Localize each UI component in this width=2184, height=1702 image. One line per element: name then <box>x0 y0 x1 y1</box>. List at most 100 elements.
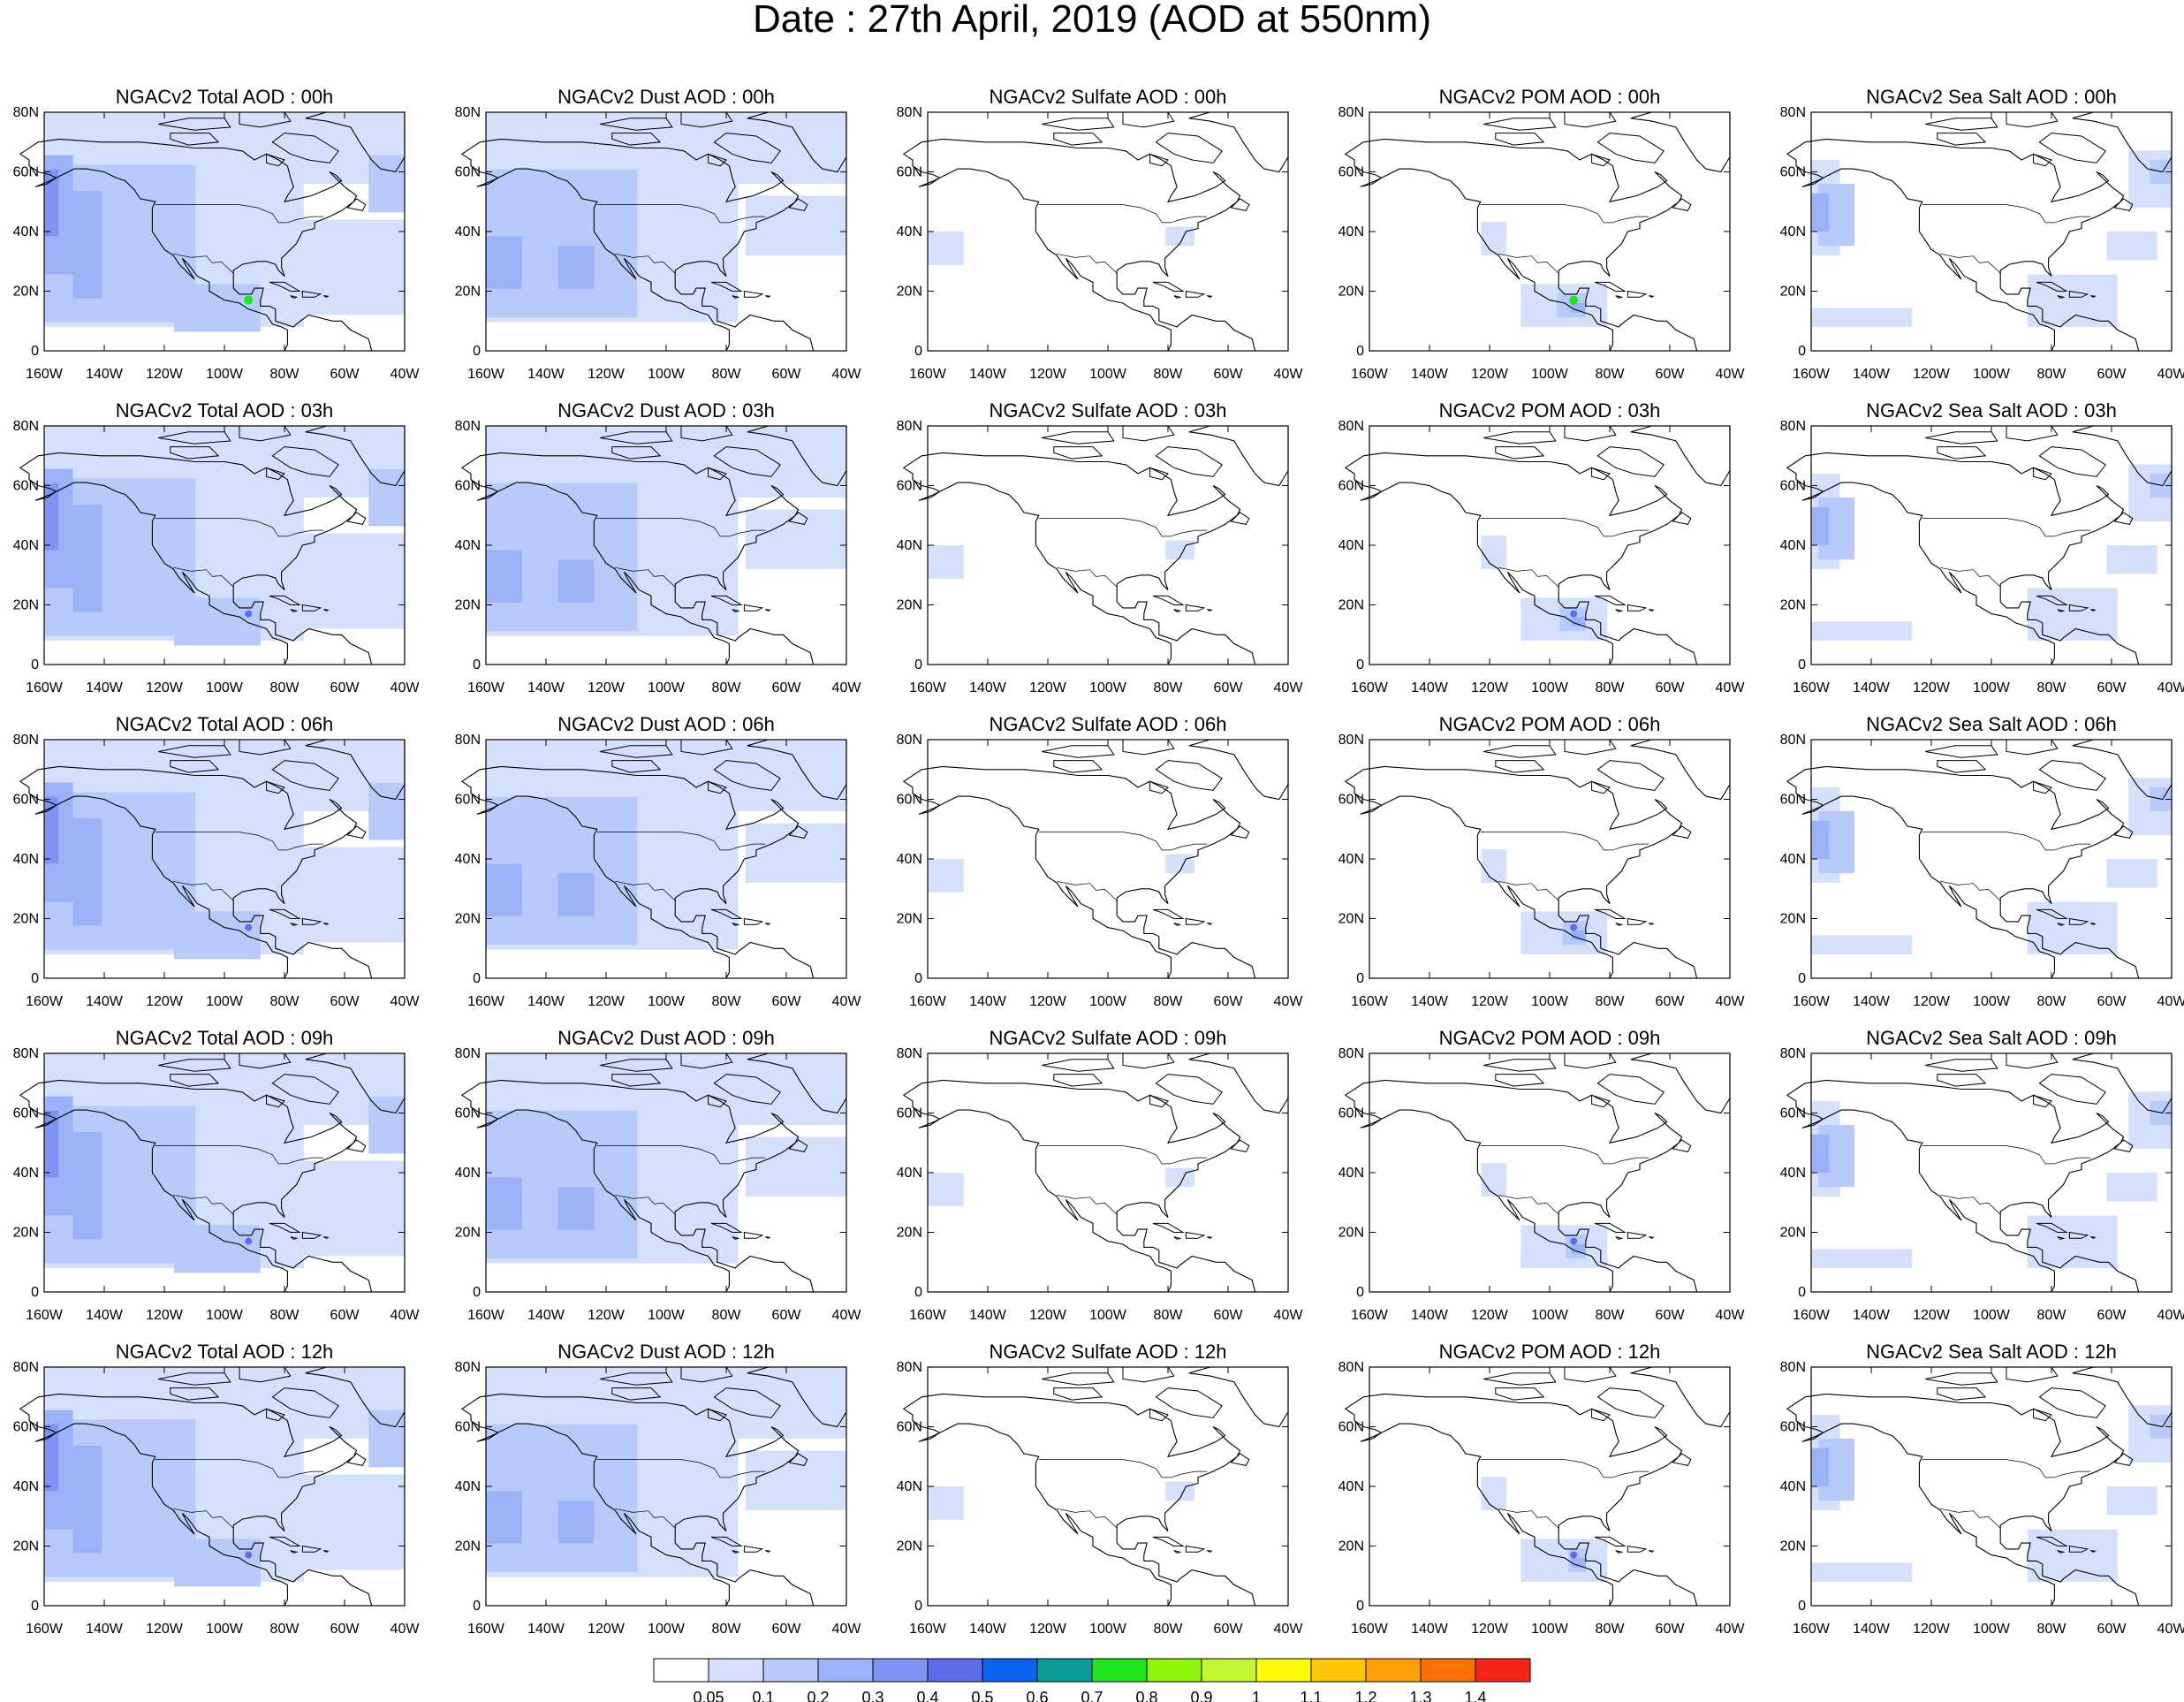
coastline-island <box>1596 446 1665 477</box>
x-tick-label: 140W <box>1411 1308 1449 1323</box>
y-tick-label: 0 <box>1356 344 1364 359</box>
border-us-mexico <box>173 1194 234 1215</box>
x-tick-label: 40W <box>391 1622 421 1637</box>
x-tick-label: 40W <box>832 367 862 382</box>
x-tick-label: 40W <box>832 1308 862 1323</box>
coastline-island <box>710 1536 743 1546</box>
coastline-island <box>290 609 299 612</box>
colorbar-label: 0.3 <box>861 1689 883 1702</box>
y-tick-label: 80N <box>1338 1046 1364 1061</box>
coastline-island <box>301 1231 322 1239</box>
aod-shading-patch <box>486 863 522 916</box>
x-tick-label: 160W <box>1793 994 1831 1009</box>
coastline-north-america <box>19 138 373 352</box>
border-us-mexico <box>173 880 234 901</box>
aod-shading-patch <box>303 219 405 315</box>
map-panel-pom-row-0: NGACv2 POM AOD : 00h 80N 60N 40N 20N 0 160W 140… <box>1338 86 1746 382</box>
coastline-island <box>1155 446 1223 477</box>
y-tick-label: 80N <box>897 1360 922 1375</box>
y-tick-label: 0 <box>31 1285 39 1300</box>
border-us-mexico <box>615 1508 676 1529</box>
border-us-mexico <box>1057 1194 1118 1215</box>
aod-shading-patch <box>557 1501 595 1544</box>
y-tick-label: 20N <box>13 598 39 613</box>
aod-hotspot-marker <box>245 923 253 931</box>
y-tick-label: 20N <box>13 1539 39 1554</box>
coastline-island <box>1615 295 1624 299</box>
x-tick-label: 160W <box>467 680 505 695</box>
panel-title: NGACv2 Sea Salt AOD : 03h <box>1866 399 2117 422</box>
coastline-island <box>1594 1222 1627 1233</box>
x-tick-label: 40W <box>832 994 862 1009</box>
x-tick-label: 140W <box>527 680 565 695</box>
colorbar-box <box>653 1658 709 1683</box>
x-tick-label: 60W <box>1656 367 1686 382</box>
x-tick-label: 120W <box>588 1622 626 1637</box>
coastline-north-america <box>1786 1393 2140 1607</box>
coastline-north-america <box>1786 138 2140 352</box>
coastline-island <box>1185 290 1206 298</box>
coastline-island <box>1615 923 1624 926</box>
coastline-island <box>2089 1236 2097 1239</box>
coastline-island <box>1152 908 1185 919</box>
x-tick-label: 100W <box>206 680 244 695</box>
coastline-island <box>1648 609 1655 612</box>
y-tick-label: 60N <box>1780 479 1806 494</box>
aod-shading-patch <box>44 1110 59 1178</box>
x-tick-label: 60W <box>330 1622 360 1637</box>
coastline-north-america <box>902 138 1256 352</box>
x-tick-label: 100W <box>648 1622 686 1637</box>
aod-hotspot-marker <box>245 1551 253 1559</box>
coastline-north-america <box>1344 452 1698 665</box>
border-us-mexico <box>1057 253 1118 274</box>
x-tick-label: 140W <box>1853 367 1891 382</box>
y-tick-label: 20N <box>897 1539 922 1554</box>
x-tick-label: 140W <box>969 994 1007 1009</box>
coastline-island <box>1483 118 1557 131</box>
x-tick-label: 140W <box>1853 680 1891 695</box>
x-tick-label: 120W <box>588 1308 626 1323</box>
x-tick-label: 140W <box>1853 1308 1891 1323</box>
coastline-north-america <box>19 452 373 665</box>
colorbar-label: 0.8 <box>1135 1689 1157 1702</box>
coastline-island <box>1591 467 1611 481</box>
x-tick-label: 80W <box>270 994 300 1009</box>
border-us-canada <box>1922 518 2091 537</box>
border-us-mexico <box>173 253 234 274</box>
x-tick-label: 60W <box>1214 994 1244 1009</box>
colorbar-box <box>1255 1658 1312 1683</box>
aod-shading-patch <box>1571 1244 1586 1254</box>
x-tick-label: 140W <box>527 367 565 382</box>
aod-shading-patch <box>44 1424 59 1492</box>
map-panel-dust-row-4: NGACv2 Dust AOD : 12h 80N 60N 40N 20N 0 160W 14… <box>455 1341 862 1637</box>
coastline-island <box>1149 1094 1169 1108</box>
coastline-island <box>1596 1387 1665 1418</box>
coastline-north-america <box>1344 138 1698 352</box>
map-panel-total-row-2: NGACv2 Total AOD : 06h 80N 60N 40N 20N 0 160W 1… <box>13 713 421 1009</box>
aod-shading-patch <box>93 806 153 912</box>
x-tick-label: 160W <box>1351 994 1389 1009</box>
coastline-island <box>1594 1536 1627 1546</box>
y-tick-label: 60N <box>1338 479 1364 494</box>
x-tick-label: 40W <box>1274 1308 1304 1323</box>
aod-shading-patch <box>928 1173 964 1206</box>
coastline-island <box>1173 609 1182 612</box>
x-tick-label: 100W <box>1973 1308 2011 1323</box>
y-tick-label: 20N <box>897 285 922 300</box>
coastline-island <box>710 1222 743 1233</box>
coastline-island <box>1053 760 1103 773</box>
y-tick-label: 60N <box>455 479 481 494</box>
y-tick-label: 40N <box>455 1479 481 1494</box>
x-tick-label: 40W <box>391 1308 421 1323</box>
y-tick-label: 60N <box>897 165 922 180</box>
y-tick-label: 80N <box>897 1046 922 1061</box>
coastline-island <box>1648 1550 1655 1553</box>
coastline-island <box>764 1550 771 1553</box>
x-tick-label: 160W <box>909 367 947 382</box>
coastline-island <box>346 825 367 839</box>
coastline-island <box>1173 1236 1182 1240</box>
y-tick-label: 20N <box>1780 598 1806 613</box>
border-us-mexico <box>615 566 676 588</box>
coastline-island <box>1672 512 1692 525</box>
x-tick-label: 160W <box>467 1622 505 1637</box>
